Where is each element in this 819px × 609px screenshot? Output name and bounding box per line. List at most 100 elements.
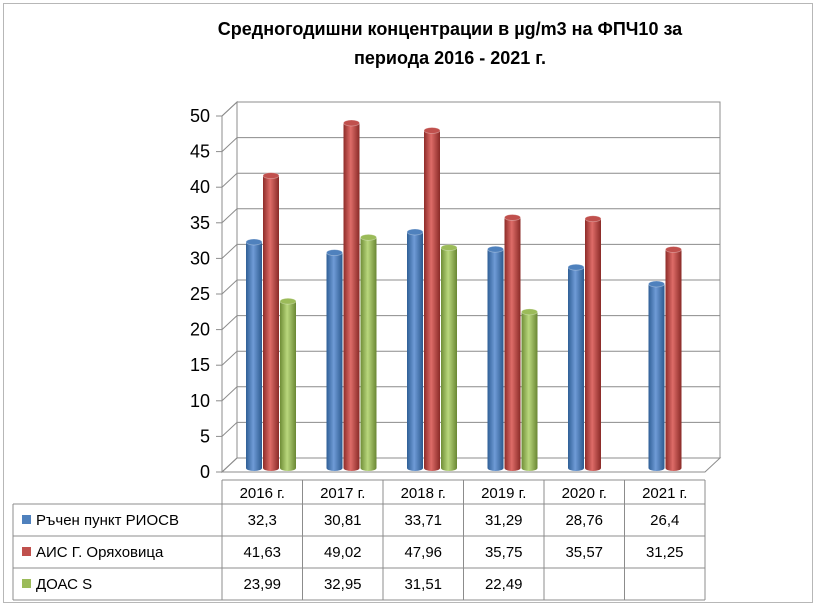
legend-key	[22, 515, 31, 524]
bar-body	[585, 218, 601, 468]
bar-body	[263, 175, 279, 468]
bar	[343, 119, 360, 471]
bar	[440, 244, 458, 471]
bar-body	[504, 217, 521, 468]
y-tick-label: 40	[190, 177, 210, 197]
bar-body	[280, 301, 296, 468]
y-tick-label: 45	[190, 142, 210, 162]
bar-top	[245, 238, 263, 246]
gridline	[221, 386, 720, 402]
bars	[245, 119, 682, 471]
x-category-label: 2020 г.	[562, 485, 607, 502]
gridline	[221, 101, 720, 117]
bar	[245, 238, 263, 471]
bar-body	[326, 252, 343, 468]
bar-top	[360, 233, 377, 241]
table-value: 35,75	[485, 544, 523, 561]
table-value: 28,76	[565, 512, 603, 529]
bar	[584, 215, 602, 471]
legend-label: Ръчен пункт РИОСВ	[36, 512, 179, 529]
table-value: 32,3	[248, 512, 277, 529]
y-tick-label: 35	[190, 213, 210, 233]
bar	[504, 214, 521, 471]
table-value: 49,02	[324, 544, 362, 561]
bar-top	[440, 244, 458, 252]
legend-label: ДОАС S	[36, 576, 92, 593]
bar	[360, 233, 377, 471]
gridline	[221, 350, 720, 366]
bar-top	[584, 215, 602, 223]
table-value: 33,71	[404, 512, 442, 529]
x-category-label: 2018 г.	[401, 485, 446, 502]
legend-key	[22, 547, 31, 556]
bar-body	[665, 249, 682, 468]
gridline	[221, 243, 720, 259]
bar-top	[343, 119, 360, 127]
bar-body	[441, 247, 457, 468]
y-tick-label: 20	[190, 320, 210, 340]
bar-body	[487, 249, 504, 468]
gridline	[221, 137, 720, 152]
bar-body	[424, 130, 440, 469]
gridline	[221, 279, 720, 295]
table-value: 26,4	[650, 512, 679, 529]
table-value: 31,51	[404, 576, 442, 593]
table-value: 22,49	[485, 576, 523, 593]
x-category-label: 2017 г.	[320, 485, 365, 502]
bar	[326, 249, 343, 471]
y-tick-label: 5	[200, 426, 210, 446]
bar-top	[279, 297, 297, 305]
gridline	[221, 208, 720, 224]
table-value: 32,95	[324, 576, 362, 593]
chart-title-line-1: Средногодишни концентрации в µg/m3 на ФП…	[217, 19, 683, 39]
bar-top	[504, 214, 521, 221]
y-axis-ticks: 0 5 10 15 20 25 30 35 40 45 50	[190, 106, 210, 482]
bar-top	[262, 172, 280, 179]
bar	[521, 308, 538, 471]
bar	[279, 297, 297, 471]
bar-top	[423, 127, 441, 134]
bar-top	[487, 245, 504, 253]
table-value: 31,25	[646, 544, 684, 561]
table-value: 30,81	[324, 512, 362, 529]
y-tick-label: 25	[190, 284, 210, 304]
bar	[406, 228, 424, 471]
table-value: 31,29	[485, 512, 523, 529]
y-tick-label: 30	[190, 248, 210, 268]
plot-walls	[220, 100, 722, 474]
legend-label: АИС Г. Оряховица	[36, 544, 164, 561]
bar	[423, 127, 441, 471]
x-category-label: 2016 г.	[240, 485, 285, 502]
bar-body	[407, 231, 423, 468]
gridline	[221, 172, 720, 188]
chart-title-line-2: периода 2016 - 2021 г.	[354, 48, 546, 68]
bar	[262, 172, 280, 471]
gridline	[221, 457, 720, 473]
table-value: 41,63	[243, 544, 281, 561]
bar	[648, 280, 665, 471]
x-category-label: 2019 г.	[481, 485, 526, 502]
y-tick-label: 10	[190, 391, 210, 411]
bar-body	[521, 311, 538, 468]
bar	[487, 245, 504, 471]
gridline	[221, 315, 720, 330]
floor	[220, 457, 722, 473]
bar-body	[246, 242, 262, 468]
table-value: 23,99	[243, 576, 281, 593]
legend-key	[22, 579, 31, 588]
x-category-label: 2021 г.	[642, 485, 687, 502]
bar-top	[648, 280, 665, 288]
y-tick-label: 15	[190, 355, 210, 375]
y-tick-label: 0	[200, 462, 210, 482]
table-value: 47,96	[404, 544, 442, 561]
y-tick-label: 50	[190, 106, 210, 126]
bar-body	[568, 267, 584, 468]
chart-title: Средногодишни концентрации в µg/m3 на ФП…	[140, 15, 760, 73]
bar-body	[360, 237, 377, 468]
gridlines	[216, 101, 720, 473]
bar-top	[521, 308, 538, 316]
table-value: 35,57	[565, 544, 603, 561]
bar-top	[567, 263, 585, 271]
gridline	[221, 421, 720, 437]
